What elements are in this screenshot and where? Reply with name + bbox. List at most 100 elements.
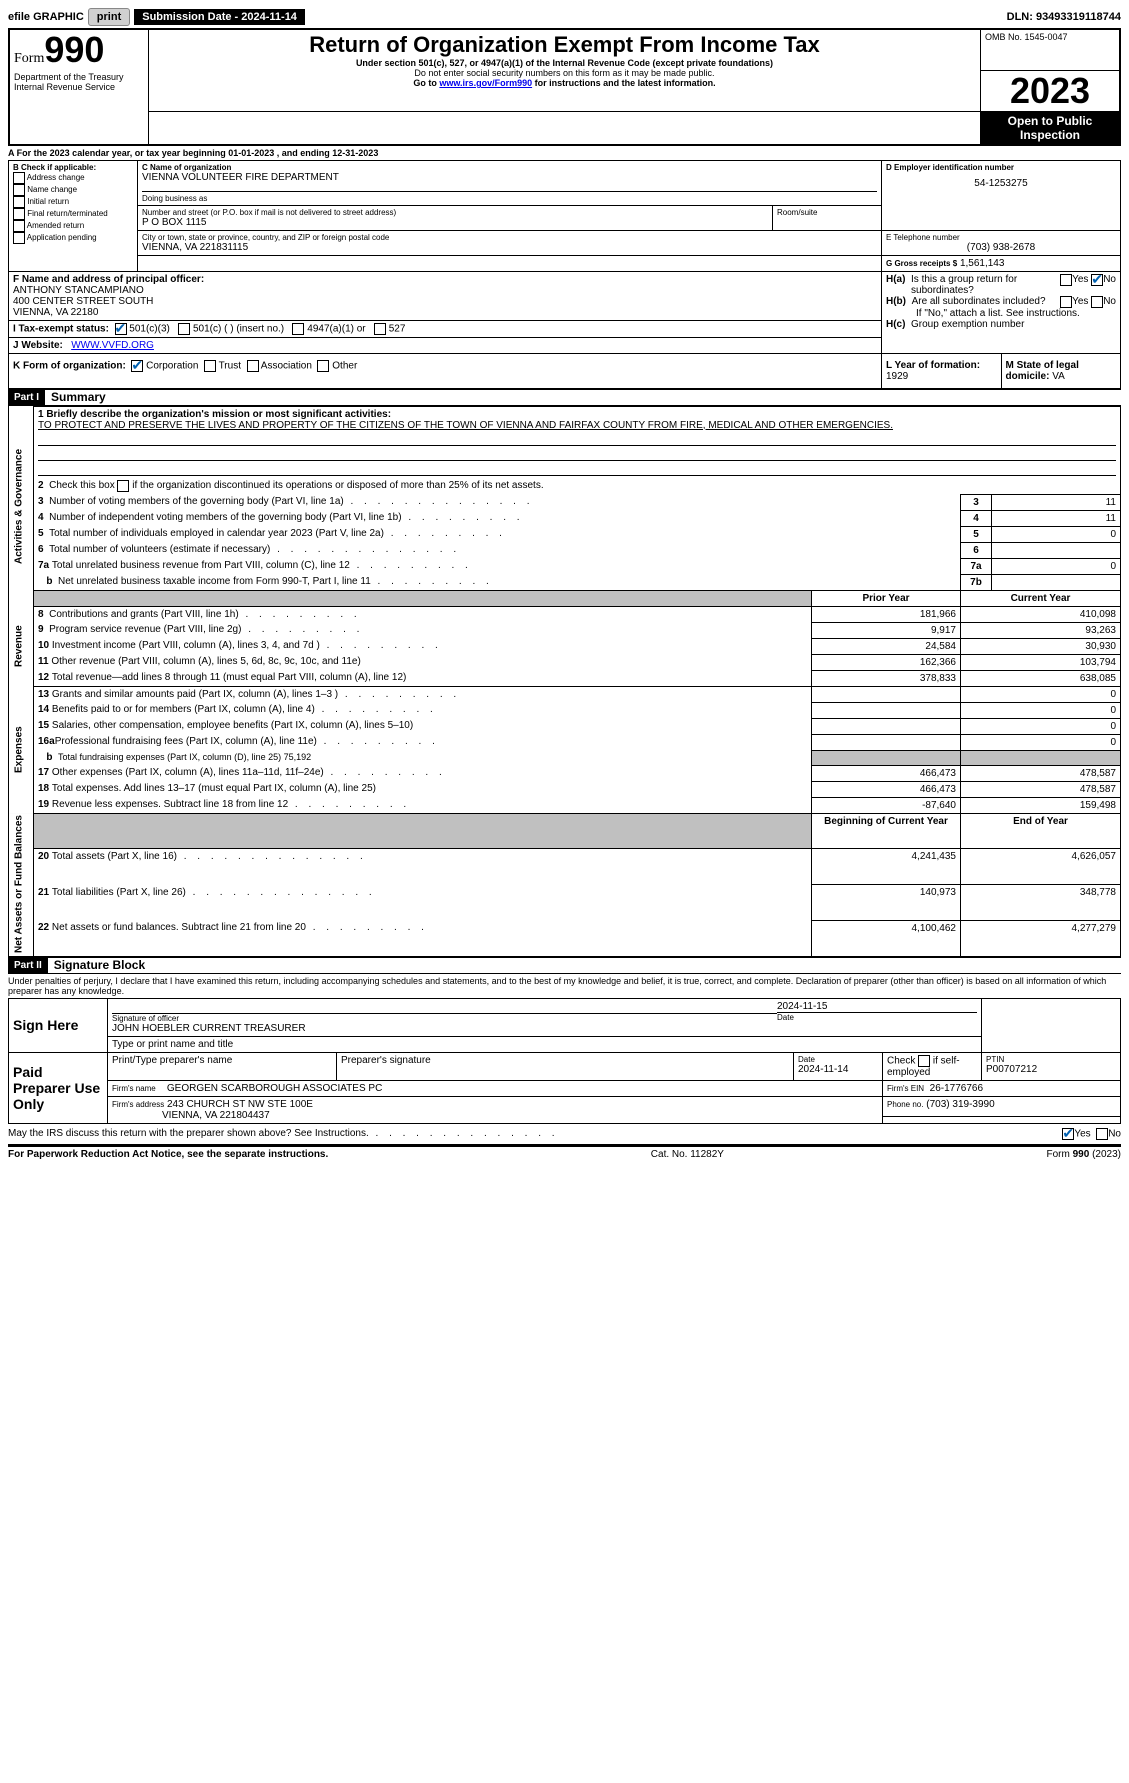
sig-officer: JOHN HOEBLER CURRENT TREASURER [112, 1023, 777, 1034]
prep-date-label: Date [798, 1055, 878, 1064]
date-label: Date [777, 1013, 977, 1034]
current-year-hdr: Current Year [961, 590, 1121, 606]
part2-header: Part II Signature Block [8, 957, 1121, 974]
ein: 54-1253275 [886, 172, 1116, 195]
website-link[interactable]: WWW.VVFD.ORG [71, 340, 154, 351]
box-b-label: B Check if applicable: [13, 163, 133, 172]
line-a: A For the 2023 calendar year, or tax yea… [8, 146, 1121, 160]
year-formation: 1929 [886, 371, 908, 382]
dba-label: Doing business as [142, 191, 877, 203]
527-check[interactable] [374, 323, 386, 335]
org-name: VIENNA VOLUNTEER FIRE DEPARTMENT [142, 172, 877, 183]
line3-num: 3 [961, 494, 992, 510]
print-button[interactable]: print [88, 8, 130, 26]
year-formation-label: L Year of formation: [886, 360, 980, 371]
discuss-label: May the IRS discuss this return with the… [8, 1128, 559, 1140]
firm-name: GEORGEN SCARBOROUGH ASSOCIATES PC [167, 1083, 382, 1094]
footer-mid: Cat. No. 11282Y [651, 1149, 724, 1160]
firm-addr1: 243 CHURCH ST NW STE 100E [167, 1099, 313, 1110]
firm-ein-label: Firm's EIN [887, 1084, 924, 1093]
hc-label: H(c) [886, 319, 905, 330]
net-assets-label: Net Assets or Fund Balances [9, 813, 34, 956]
ha-label: H(a) [886, 274, 905, 296]
501c3-check[interactable] [115, 323, 127, 335]
sign-here: Sign Here [9, 998, 108, 1052]
firm-phone: (703) 319-3990 [926, 1099, 994, 1110]
street-label: Number and street (or P.O. box if mail i… [142, 208, 768, 217]
activities-label: Activities & Governance [9, 406, 34, 606]
name-label: C Name of organization [142, 163, 877, 172]
4947-check[interactable] [292, 323, 304, 335]
hb-yes-check[interactable] [1060, 296, 1072, 308]
check-name[interactable]: Name change [13, 184, 133, 196]
mission: TO PROTECT AND PRESERVE THE LIVES AND PR… [38, 420, 1116, 431]
tax-year: 2023 [981, 70, 1121, 111]
line5-label: Total number of individuals employed in … [49, 528, 506, 539]
line6-label: Total number of volunteers (estimate if … [49, 544, 460, 555]
officer-name: ANTHONY STANCAMPIANO [13, 285, 877, 296]
hb-label: H(b) [886, 296, 906, 308]
sig-title-label: Type or print name and title [108, 1036, 982, 1052]
revenue-label: Revenue [9, 606, 34, 686]
subtitle2: Do not enter social security numbers on … [153, 68, 976, 78]
line4-label: Number of independent voting members of … [49, 512, 523, 523]
dln: DLN: 93493319118744 [1007, 11, 1121, 23]
gross-value: 1,561,143 [960, 258, 1005, 269]
prep-self-check[interactable]: Check if self-employed [883, 1052, 982, 1080]
irs-link[interactable]: www.irs.gov/Form990 [439, 78, 532, 88]
form-header: Form990 Return of Organization Exempt Fr… [8, 28, 1121, 146]
ein-label: D Employer identification number [886, 163, 1116, 172]
discuss-yes-check[interactable] [1062, 1128, 1074, 1140]
street: P O BOX 1115 [142, 217, 768, 228]
hb-note: If "No," attach a list. See instructions… [886, 308, 1116, 319]
assoc-check[interactable] [247, 360, 259, 372]
check-final[interactable]: Final return/terminated [13, 208, 133, 220]
check-address[interactable]: Address change [13, 172, 133, 184]
prep-sig-label: Preparer's signature [337, 1052, 794, 1080]
declaration: Under penalties of perjury, I declare th… [8, 974, 1121, 998]
subtitle3: Go to www.irs.gov/Form990 for instructio… [153, 78, 976, 88]
form-label: Form [14, 51, 44, 66]
firm-addr-label: Firm's address [112, 1100, 164, 1109]
officer-street: 400 CENTER STREET SOUTH [13, 296, 877, 307]
paid-preparer: Paid Preparer Use Only [9, 1052, 108, 1123]
part1-table: Activities & Governance 1 Briefly descri… [8, 406, 1121, 957]
form-number: 990 [44, 29, 104, 70]
firm-addr2: VIENNA, VA 221804437 [162, 1110, 270, 1121]
gross-label: G Gross receipts $ [886, 259, 957, 268]
501c-check[interactable] [178, 323, 190, 335]
footer-right: Form 990 (2023) [1047, 1149, 1121, 1160]
check-initial[interactable]: Initial return [13, 196, 133, 208]
part1-header: Part I Summary [8, 389, 1121, 406]
efile-label: efile GRAPHIC [8, 11, 84, 23]
officer-city: VIENNA, VA 22180 [13, 307, 877, 318]
discuss-row: May the IRS discuss this return with the… [8, 1124, 1121, 1145]
line2: 2 Check this box if the organization dis… [38, 480, 544, 491]
line1-label: 1 Briefly describe the organization's mi… [38, 409, 1116, 420]
boy-hdr: Beginning of Current Year [812, 813, 961, 849]
sig-date: 2024-11-15 [777, 1001, 977, 1013]
domicile: VA [1052, 371, 1065, 382]
firm-phone-label: Phone no. [887, 1100, 923, 1109]
discuss-no-check[interactable] [1096, 1128, 1108, 1140]
officer-label: F Name and address of principal officer: [13, 274, 877, 285]
firm-ein: 26-1776766 [930, 1083, 983, 1094]
trust-check[interactable] [204, 360, 216, 372]
city-label: City or town, state or province, country… [142, 233, 877, 242]
corp-check[interactable] [131, 360, 143, 372]
other-check[interactable] [317, 360, 329, 372]
footer-left: For Paperwork Reduction Act Notice, see … [8, 1149, 328, 1160]
check-pending[interactable]: Application pending [13, 232, 133, 244]
ha-no-check[interactable] [1091, 274, 1103, 286]
sig-officer-label: Signature of officer [112, 1014, 777, 1023]
line2-check[interactable] [117, 480, 129, 492]
footer: For Paperwork Reduction Act Notice, see … [8, 1145, 1121, 1160]
website-label: J Website: [13, 340, 63, 351]
city: VIENNA, VA 221831115 [142, 242, 877, 253]
check-amended[interactable]: Amended return [13, 220, 133, 232]
form-title: Return of Organization Exempt From Incom… [153, 32, 976, 58]
signature-block: Sign Here 2024-11-15 Signature of office… [8, 998, 1121, 1124]
hb-no-check[interactable] [1091, 296, 1103, 308]
ha-yes-check[interactable] [1060, 274, 1072, 286]
domicile-label: M State of legal domicile: [1006, 360, 1079, 382]
